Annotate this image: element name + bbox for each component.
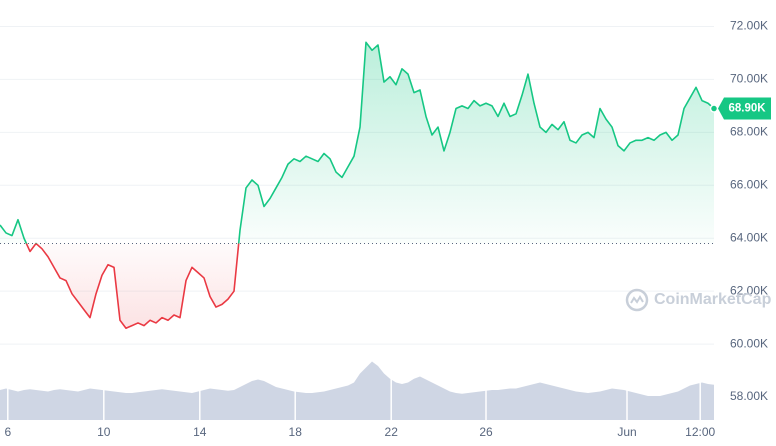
y-tick-label: 68.00K — [730, 125, 768, 139]
last-point — [709, 104, 719, 113]
x-tick-label: 22 — [385, 425, 399, 439]
last-label-box — [718, 97, 771, 120]
y-tick-label: 62.00K — [730, 283, 768, 297]
y-tick-label: 60.00K — [730, 336, 768, 350]
watermark-text: CoinMarketCap — [654, 291, 772, 308]
watermark-logo — [625, 288, 649, 312]
x-tick-label: Jun — [617, 425, 636, 439]
x-tick-label: 18 — [289, 425, 303, 439]
y-tick-label: 70.00K — [730, 72, 768, 86]
y-tick-label: 58.00K — [730, 389, 768, 403]
price-line — [0, 41, 715, 330]
y-tick-label: 72.00K — [730, 19, 768, 33]
y-tick-label: 66.00K — [730, 177, 768, 191]
x-tick-label: 26 — [479, 425, 493, 439]
last-label: 68.90K — [728, 103, 766, 115]
volume-area — [0, 361, 714, 420]
x-tick-label: 12:00 — [685, 425, 715, 439]
y-tick-label: 64.00K — [730, 230, 768, 244]
x-tick-label: 6 — [4, 425, 11, 439]
x-tick-label: 14 — [193, 425, 207, 439]
watermark: CoinMarketCap — [625, 288, 772, 312]
x-tick-label: 10 — [97, 425, 111, 439]
price-area — [0, 42, 714, 329]
watermark-logo-mark — [630, 295, 644, 304]
